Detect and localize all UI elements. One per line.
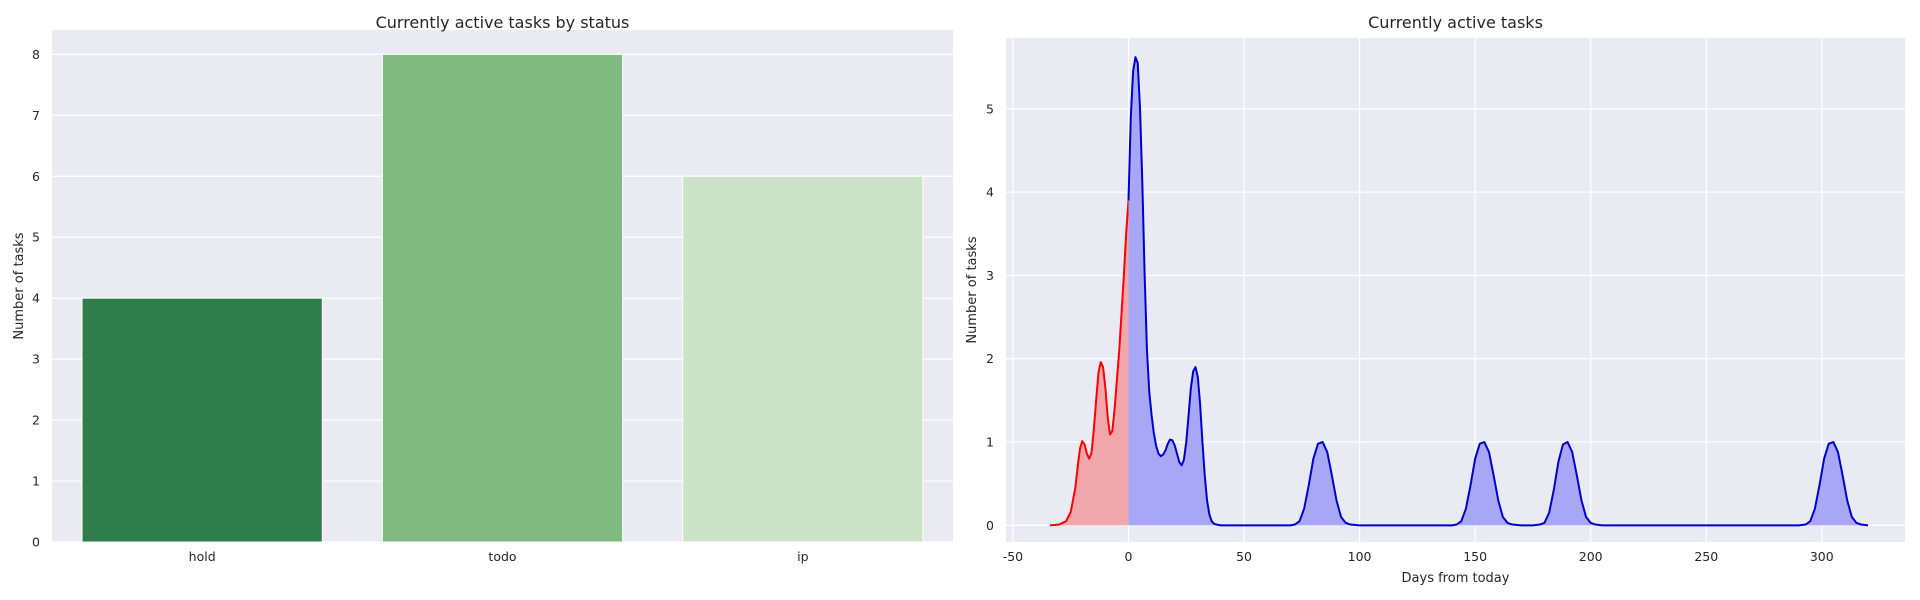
area-y-tick-label: 5	[986, 101, 994, 116]
bar-y-tick-label: 4	[32, 291, 40, 306]
area-fill-0	[1049, 200, 1129, 526]
bar-y-tick-label: 1	[32, 474, 40, 489]
bar-y-tick-label: 3	[32, 352, 40, 367]
area-x-tick-label: 50	[1236, 549, 1252, 564]
bar-y-ticks: 0 1 2 3 4 5 6 7 8	[32, 47, 40, 550]
area-y-tick-label: 3	[986, 268, 994, 283]
area-y-tick-label: 4	[986, 185, 994, 200]
bar-hold	[81, 297, 323, 543]
area-y-tick-label: 2	[986, 351, 994, 366]
bar-y-tick-label: 2	[32, 413, 40, 428]
bar-todo	[381, 53, 624, 543]
area-line-1	[1127, 56, 1869, 527]
area-y-ticks: 0 1 2 3 4 5	[986, 101, 994, 533]
bar-chart-title: Currently active tasks by status	[376, 13, 630, 32]
bar-chart: hold todo ip 0 1 2 3 4 5 6 7 8 Currently active ta…	[12, 13, 953, 564]
area-fill-1	[1128, 57, 1869, 526]
area-chart-title: Currently active tasks	[1368, 13, 1543, 32]
area-x-tick-label: 150	[1463, 549, 1487, 564]
bar-x-tick-label: todo	[488, 549, 516, 564]
bar-y-axis-label: Number of tasks	[12, 232, 27, 339]
bar-y-tick-label: 0	[32, 535, 40, 550]
area-line-0	[1049, 200, 1130, 527]
bar-x-tick-label: ip	[797, 549, 808, 564]
area-x-ticks: -50 0 50 100 150 200 250 300	[1003, 549, 1834, 564]
bar-x-tick-label: hold	[189, 549, 216, 564]
area-x-tick-label: 200	[1579, 549, 1603, 564]
area-y-tick-label: 1	[986, 435, 994, 450]
area-x-tick-label: 100	[1348, 549, 1372, 564]
area-series	[1049, 56, 1869, 527]
bar-y-tick-label: 6	[32, 169, 40, 184]
bar-y-tick-label: 5	[32, 230, 40, 245]
area-x-tick-label: -50	[1003, 549, 1023, 564]
area-x-tick-label: 0	[1125, 549, 1133, 564]
area-x-tick-label: 300	[1810, 549, 1834, 564]
area-chart: -50 0 50 100 150 200 250 300 0 1 2 3 4 5 Currently a…	[965, 13, 1905, 586]
bar-x-ticks: hold todo ip	[189, 549, 809, 564]
area-y-axis-label: Number of tasks	[965, 236, 980, 343]
area-y-tick-label: 0	[986, 518, 994, 533]
bar-y-tick-label: 7	[32, 108, 40, 123]
bar-ip	[682, 175, 924, 543]
bars	[81, 53, 924, 543]
area-x-axis-label: Days from today	[1402, 571, 1510, 586]
bar-y-tick-label: 8	[32, 47, 40, 62]
area-x-tick-label: 250	[1694, 549, 1718, 564]
